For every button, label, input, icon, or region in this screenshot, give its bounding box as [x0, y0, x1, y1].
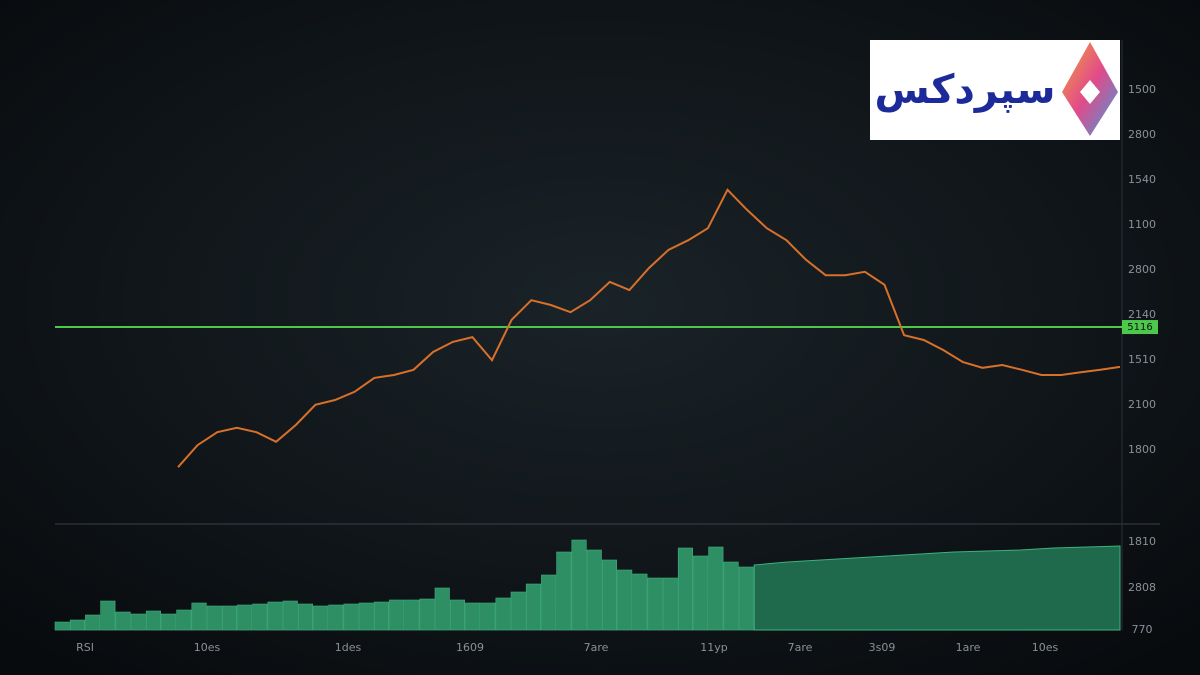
- volume-bar: [449, 599, 466, 631]
- volume-bar: [525, 583, 542, 631]
- volume-bar: [130, 613, 146, 631]
- volume-bar: [434, 587, 450, 631]
- volume-bar: [647, 577, 663, 631]
- volume-bar: [480, 602, 496, 631]
- y-label: 1800: [1128, 443, 1156, 456]
- volume-bar: [389, 599, 405, 631]
- logo-gem-center: [1080, 80, 1100, 104]
- x-label: 3s09: [869, 641, 896, 654]
- level-tag: [1122, 320, 1158, 335]
- volume-bar: [723, 561, 739, 631]
- volume-bar: [221, 605, 237, 631]
- axis-title: RSI: [76, 641, 94, 654]
- volume-bar: [313, 605, 329, 631]
- volume-bar: [708, 546, 724, 631]
- volume-bar: [662, 577, 678, 631]
- x-label: 7are: [788, 641, 813, 654]
- volume-bar: [191, 602, 207, 631]
- y-label: 2800: [1128, 263, 1156, 276]
- volume-bar: [358, 602, 374, 631]
- volume-bar: [693, 555, 709, 631]
- volume-bar: [145, 610, 161, 631]
- volume-bar: [69, 619, 85, 631]
- volume-bar: [206, 605, 222, 631]
- volume-bar: [373, 601, 390, 631]
- x-label: 1des: [335, 641, 362, 654]
- volume-bar: [115, 611, 131, 631]
- volume-bar: [541, 574, 557, 631]
- x-label: 1609: [456, 641, 484, 654]
- level-label: 5116: [1127, 322, 1152, 333]
- volume-bar: [556, 551, 572, 631]
- volume-bar: [237, 604, 253, 631]
- volume-bar: [282, 600, 298, 631]
- y-label: 2100: [1128, 398, 1156, 411]
- volume-bar: [161, 613, 177, 631]
- y-label: 1810: [1128, 535, 1156, 548]
- volume-bar: [404, 599, 420, 631]
- volume-area: [753, 545, 1121, 631]
- volume-bar: [343, 603, 359, 631]
- volume-bar: [677, 547, 694, 631]
- x-label: 7are: [584, 641, 609, 654]
- volume-bar: [617, 569, 633, 631]
- x-label: 10es: [1032, 641, 1059, 654]
- y-label: 2808: [1128, 581, 1156, 594]
- volume-bar: [465, 602, 481, 631]
- y-label: 2140: [1128, 308, 1156, 321]
- y-label: 2800: [1128, 128, 1156, 141]
- volume-bar: [738, 566, 754, 631]
- y-label: 770: [1132, 623, 1153, 636]
- x-label: 10es: [194, 641, 221, 654]
- y-label: 1500: [1128, 83, 1156, 96]
- volume-bar: [601, 559, 618, 631]
- volume-bar: [419, 598, 435, 631]
- volume-bar: [571, 539, 587, 631]
- volume-bar: [510, 591, 526, 631]
- volume-bar: [328, 604, 344, 631]
- volume-bar: [176, 609, 192, 631]
- y-label: 1510: [1128, 353, 1156, 366]
- volume-bar: [297, 603, 314, 631]
- y-label: 1540: [1128, 173, 1156, 186]
- volume-bar: [495, 597, 511, 631]
- volume-bar: [632, 573, 648, 631]
- price-line: [177, 188, 1121, 468]
- volume-bar: [267, 601, 283, 631]
- volume-bar: [54, 621, 70, 631]
- x-label: 11yp: [700, 641, 728, 654]
- logo: سپردکس: [870, 40, 1120, 140]
- logo-text: سپردکس: [875, 67, 1056, 113]
- volume-bar: [100, 600, 116, 631]
- volume-bar: [586, 549, 602, 631]
- x-label: 1are: [956, 641, 981, 654]
- volume-bar: [252, 603, 268, 631]
- y-label: 1100: [1128, 218, 1156, 231]
- volume-bar: [85, 614, 101, 631]
